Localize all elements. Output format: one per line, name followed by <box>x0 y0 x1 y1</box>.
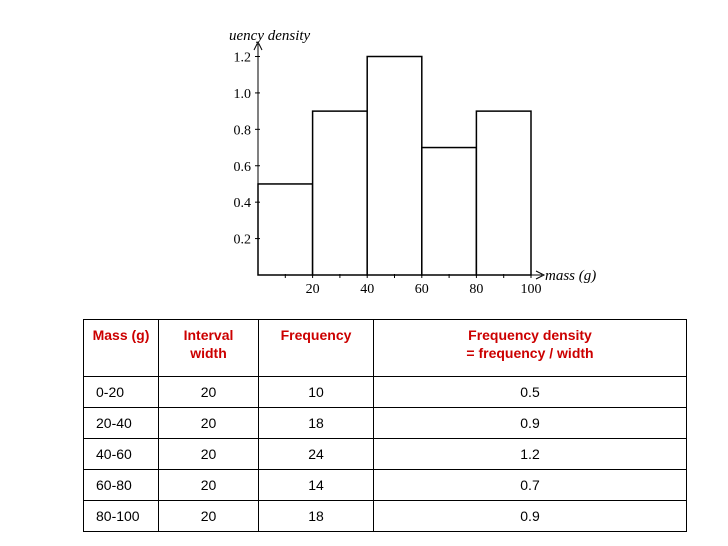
histogram-bar <box>257 183 314 276</box>
cell-frequency: 18 <box>258 500 374 532</box>
x-tick-label: 40 <box>360 282 374 297</box>
header-interval-width: Interval width <box>158 319 259 377</box>
table-row: 60-80 20 14 0.7 <box>83 469 687 501</box>
cell-interval-width: 20 <box>158 376 259 408</box>
cell-frequency-density: 0.5 <box>373 376 687 408</box>
table-header-row: Mass (g) Interval width Frequency Frequen… <box>83 319 687 377</box>
frequency-table: Mass (g) Interval width Frequency Frequen… <box>83 319 687 532</box>
header-frequency-density: Frequency density = frequency / width <box>373 319 687 377</box>
cell-frequency: 14 <box>258 469 374 501</box>
x-axis-label: mass (g) <box>545 268 596 284</box>
y-axis-arrow <box>253 40 263 51</box>
cell-interval-width: 20 <box>158 407 259 439</box>
y-tick-label: 0.4 <box>234 196 252 211</box>
cell-mass: 40-60 <box>83 438 159 470</box>
y-tick-label: 0.2 <box>234 233 252 248</box>
table-row: 40-60 20 24 1.2 <box>83 438 687 470</box>
histogram-bar <box>311 110 368 276</box>
cell-frequency-density: 1.2 <box>373 438 687 470</box>
chart-axes <box>253 40 546 280</box>
histogram-bar <box>366 55 423 276</box>
header-frequency: Frequency <box>258 319 374 377</box>
table-row: 20-40 20 18 0.9 <box>83 407 687 439</box>
y-axis-label: uency density <box>229 28 311 44</box>
y-tick-label: 0.8 <box>234 123 252 138</box>
y-tick-label: 0.6 <box>234 160 252 175</box>
x-tick-labels: 20 40 60 80 100 <box>306 282 542 297</box>
table-row: 0-20 20 10 0.5 <box>83 376 687 408</box>
cell-frequency-density: 0.9 <box>373 500 687 532</box>
cell-mass: 20-40 <box>83 407 159 439</box>
header-mass: Mass (g) <box>83 319 159 377</box>
histogram-bar <box>475 110 532 276</box>
cell-mass: 0-20 <box>83 376 159 408</box>
x-tick-label: 100 <box>521 282 542 297</box>
cell-mass: 60-80 <box>83 469 159 501</box>
y-tick-label: 1.2 <box>234 51 252 66</box>
cell-interval-width: 20 <box>158 469 259 501</box>
cell-interval-width: 20 <box>158 500 259 532</box>
table-row: 80-100 20 18 0.9 <box>83 500 687 532</box>
y-tick-labels: 0.2 0.4 0.6 0.8 1.0 1.2 <box>234 51 252 248</box>
x-tick-label: 80 <box>469 282 483 297</box>
cell-frequency: 10 <box>258 376 374 408</box>
cell-frequency-density: 0.9 <box>373 407 687 439</box>
cell-interval-width: 20 <box>158 438 259 470</box>
cell-frequency: 18 <box>258 407 374 439</box>
x-tick-label: 60 <box>415 282 429 297</box>
cell-frequency-density: 0.7 <box>373 469 687 501</box>
y-tick-label: 1.0 <box>234 87 252 102</box>
cell-mass: 80-100 <box>83 500 159 532</box>
x-axis-arrow <box>535 270 546 280</box>
histogram-bar <box>421 146 478 276</box>
cell-frequency: 24 <box>258 438 374 470</box>
histogram-chart: 0.2 0.4 0.6 0.8 1.0 1.2 20 40 60 80 100 uency den… <box>229 28 596 297</box>
histogram-bars <box>257 55 532 276</box>
x-tick-label: 20 <box>306 282 320 297</box>
